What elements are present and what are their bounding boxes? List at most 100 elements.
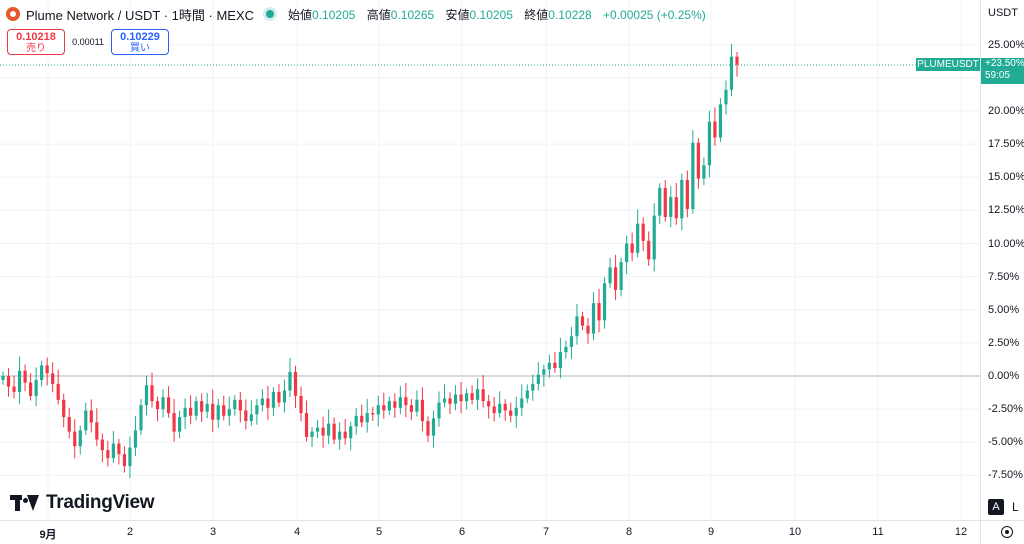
candle [28, 373, 33, 401]
candle [117, 438, 121, 465]
candle [696, 138, 700, 189]
candle [575, 303, 579, 345]
candle-body [404, 397, 408, 406]
candle [155, 396, 160, 422]
candle-body [426, 421, 430, 436]
sell-label: 売り [26, 43, 46, 54]
low-label: 安値 [445, 7, 470, 22]
candle [89, 399, 93, 433]
candle [630, 232, 634, 262]
candle [509, 402, 513, 423]
candle [641, 217, 645, 252]
candle [487, 394, 491, 419]
candle-body [487, 401, 491, 407]
candle-body [178, 417, 182, 432]
candle [244, 399, 248, 430]
sell-button[interactable]: 0.10218 売り [7, 29, 65, 55]
candle-body [680, 179, 684, 219]
candle [404, 383, 408, 418]
auto-scale-button[interactable]: A [988, 499, 1004, 515]
candle [442, 384, 447, 408]
candle [718, 98, 723, 143]
candle [542, 364, 546, 387]
candle [354, 407, 358, 435]
candle [12, 375, 16, 399]
sell-price: 0.10218 [16, 31, 56, 43]
log-scale-button[interactable]: L [1012, 500, 1019, 514]
plume-logo-icon[interactable] [6, 7, 20, 21]
candle [23, 364, 27, 391]
candle [498, 391, 502, 418]
candle [536, 362, 540, 391]
currency-selector[interactable]: USDT [988, 7, 1018, 19]
candle-body [111, 443, 115, 459]
candle-body [321, 427, 325, 436]
candle-body [580, 316, 585, 326]
candle [431, 410, 436, 448]
candle [713, 107, 717, 146]
symbol-title[interactable]: Plume Network / USDT · 1時間 · MEXC [26, 7, 255, 23]
candle [227, 396, 231, 426]
candle-body [56, 383, 60, 400]
candle [45, 357, 49, 386]
candle [658, 183, 662, 225]
candle [382, 392, 386, 419]
candle-body [122, 454, 127, 467]
candle [360, 404, 364, 428]
candle [613, 254, 618, 301]
candle-body [327, 423, 331, 436]
y-tick-label: 15.00% [988, 171, 1024, 184]
candle [729, 44, 734, 97]
candle-body [45, 365, 49, 374]
candle-body [172, 413, 176, 432]
chart-area[interactable] [0, 0, 980, 520]
candle [602, 277, 607, 329]
candle-body [299, 395, 303, 414]
candle-body [636, 223, 640, 253]
candle-body [211, 403, 215, 420]
candle-body [365, 413, 369, 423]
candle-body [630, 243, 634, 253]
gear-icon[interactable] [1001, 526, 1013, 538]
candle [260, 389, 264, 412]
candle [122, 446, 127, 473]
candle [40, 360, 44, 387]
candle-body [155, 401, 160, 410]
candle [437, 391, 441, 427]
candle [249, 400, 253, 426]
tradingview-logo[interactable]: TradingView [10, 492, 155, 514]
tradingview-name: TradingView [46, 492, 155, 513]
candle [448, 392, 452, 415]
candle [464, 388, 469, 410]
candle [189, 395, 193, 425]
open-label: 始値 [288, 7, 313, 22]
candle [338, 422, 342, 450]
buy-button[interactable]: 0.10229 買い [111, 29, 169, 55]
market-status-icon[interactable] [266, 10, 275, 18]
open-value: 0.10205 [312, 7, 356, 22]
candle-body [531, 383, 535, 391]
candle-body [597, 303, 601, 321]
price-scale[interactable] [980, 0, 1024, 520]
candle-body [569, 336, 574, 347]
candle-body [409, 405, 413, 412]
candle-body [106, 450, 110, 459]
candle [531, 374, 535, 401]
candle-body [100, 439, 104, 451]
candle [1, 371, 5, 385]
candle [315, 419, 320, 439]
candle [349, 421, 353, 451]
candle-body [84, 410, 88, 431]
time-scale[interactable] [0, 520, 980, 544]
candle [288, 357, 292, 398]
candle [409, 398, 413, 421]
candle [558, 337, 562, 379]
candle [144, 375, 149, 416]
candlestick-chart[interactable] [0, 0, 980, 520]
candle-body [144, 385, 149, 406]
candle-body [442, 398, 447, 403]
candle-body [492, 406, 496, 414]
y-tick-label: -5.00% [988, 436, 1023, 449]
candle-body [34, 379, 38, 396]
candle [580, 311, 585, 331]
